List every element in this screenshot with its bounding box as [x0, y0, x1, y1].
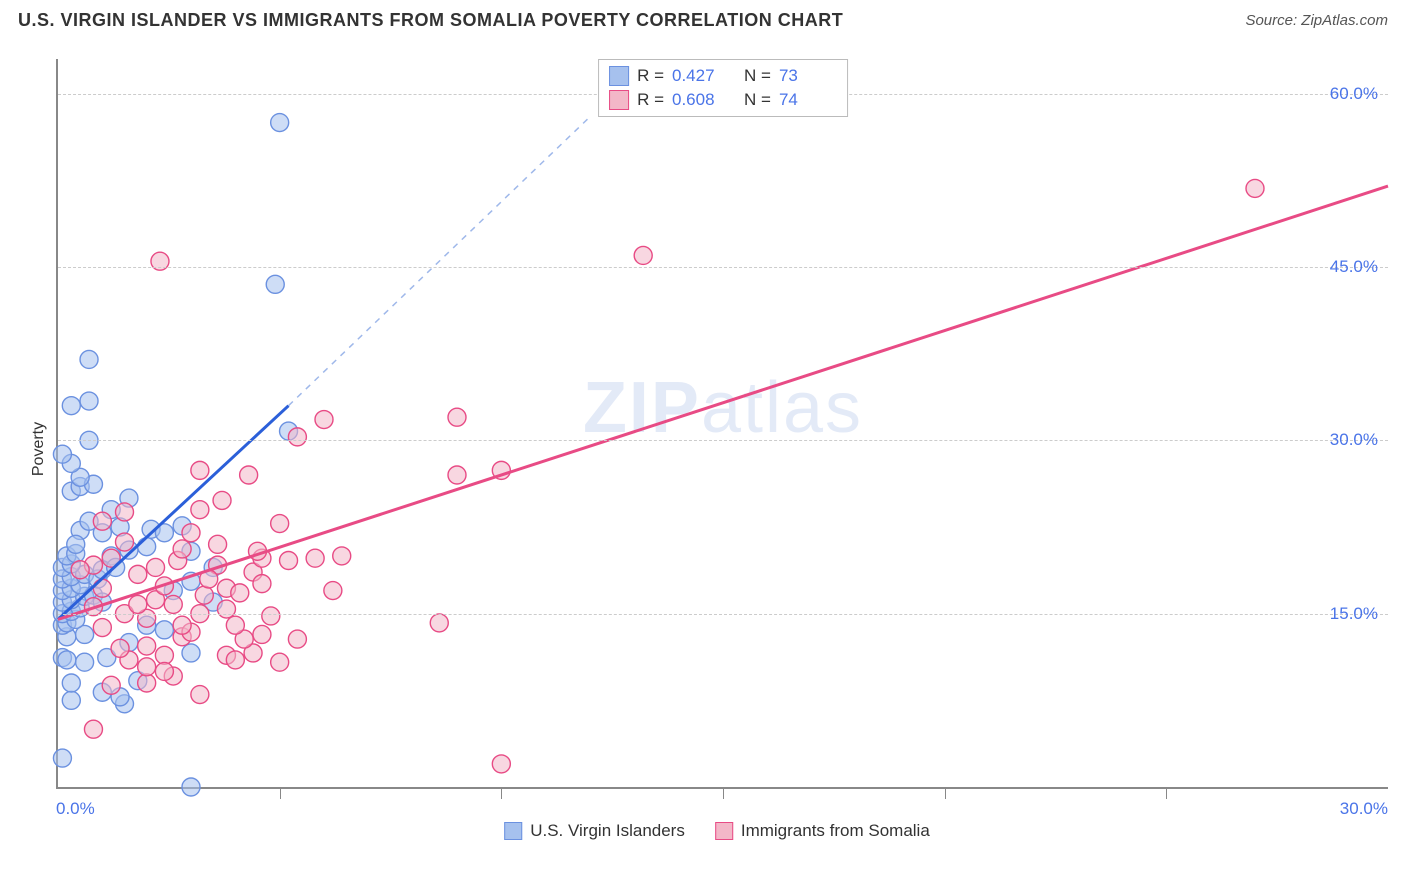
source-label: Source: ZipAtlas.com [1245, 12, 1388, 29]
n-value-a: 73 [779, 66, 837, 86]
correlation-row-b: R = 0.608 N = 74 [609, 88, 837, 112]
swatch-a-icon [609, 66, 629, 86]
n-value-b: 74 [779, 90, 837, 110]
y-tick-label: 60.0% [1330, 84, 1378, 104]
x-tick-label-right: 30.0% [1340, 799, 1388, 819]
swatch-b-icon [715, 822, 733, 840]
series-legend: U.S. Virgin Islanders Immigrants from So… [504, 821, 930, 841]
x-tick-label-left: 0.0% [56, 799, 95, 819]
series-a-name: U.S. Virgin Islanders [530, 821, 685, 841]
plot-region: ZIPatlas R = 0.427 N = 73 R = 0.608 N = … [56, 59, 1388, 789]
x-tick [945, 787, 946, 799]
y-tick-label: 15.0% [1330, 604, 1378, 624]
r-value-a: 0.427 [672, 66, 730, 86]
gridline-h [58, 440, 1388, 441]
r-value-b: 0.608 [672, 90, 730, 110]
r-label: R = [637, 90, 664, 110]
correlation-row-a: R = 0.427 N = 73 [609, 64, 837, 88]
x-tick [723, 787, 724, 799]
x-tick [1166, 787, 1167, 799]
n-label: N = [744, 66, 771, 86]
legend-item-b: Immigrants from Somalia [715, 821, 930, 841]
correlation-legend: R = 0.427 N = 73 R = 0.608 N = 74 [598, 59, 848, 117]
series-b-name: Immigrants from Somalia [741, 821, 930, 841]
swatch-b-icon [609, 90, 629, 110]
legend-item-a: U.S. Virgin Islanders [504, 821, 685, 841]
chart-title: U.S. VIRGIN ISLANDER VS IMMIGRANTS FROM … [18, 10, 843, 31]
chart-svg [58, 59, 1388, 787]
gridline-h [58, 267, 1388, 268]
chart-area: Poverty ZIPatlas R = 0.427 N = 73 R = 0.… [46, 49, 1388, 849]
y-tick-label: 30.0% [1330, 430, 1378, 450]
n-label: N = [744, 90, 771, 110]
r-label: R = [637, 66, 664, 86]
header: U.S. VIRGIN ISLANDER VS IMMIGRANTS FROM … [0, 0, 1406, 49]
x-tick [280, 787, 281, 799]
swatch-a-icon [504, 822, 522, 840]
y-tick-label: 45.0% [1330, 257, 1378, 277]
x-tick [501, 787, 502, 799]
gridline-h [58, 614, 1388, 615]
y-axis-label: Poverty [30, 422, 48, 476]
